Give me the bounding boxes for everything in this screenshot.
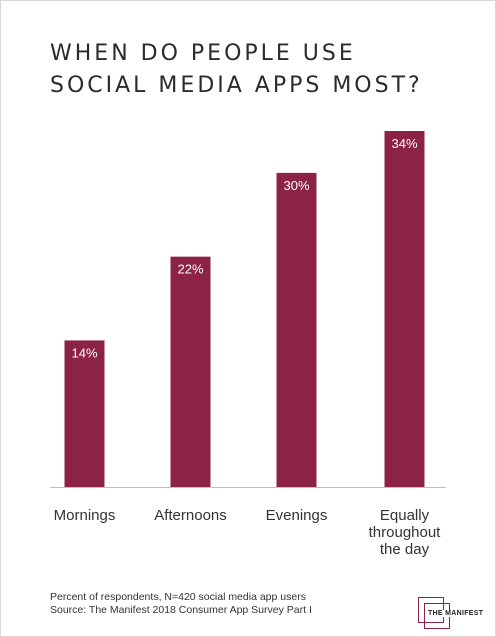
bar-value-label-0: 14% (71, 345, 97, 360)
category-label-3-line-0: Equally (380, 507, 430, 524)
chart-title-line-1: WHEN DO PEOPLE USE (50, 41, 356, 66)
bar-value-label-1: 22% (177, 262, 203, 277)
the-manifest-logo: THE MANIFEST (418, 597, 485, 629)
category-label-1: Afternoons (154, 507, 227, 524)
bar-0 (64, 340, 105, 487)
footnote: Percent of respondents, N=420 social med… (50, 591, 312, 617)
category-label-0: Mornings (54, 507, 116, 524)
category-label-3-line-1: throughout (369, 524, 442, 541)
chart-title: WHEN DO PEOPLE USE SOCIAL MEDIA APPS MOS… (50, 38, 470, 102)
chart-title-line-2: SOCIAL MEDIA APPS MOST? (50, 73, 423, 98)
bar-value-label-2: 30% (283, 178, 309, 193)
bar-3 (384, 131, 425, 487)
bar-2 (276, 172, 317, 487)
footnote-source: Source: The Manifest 2018 Consumer App S… (50, 604, 312, 616)
logo-text: THE MANIFEST (427, 610, 485, 617)
bar-value-label-3: 34% (391, 136, 417, 151)
footnote-respondents: Percent of respondents, N=420 social med… (50, 591, 306, 603)
bar-1 (170, 256, 211, 487)
category-label-3-line-2: the day (380, 541, 430, 558)
category-label-2: Evenings (266, 507, 328, 524)
